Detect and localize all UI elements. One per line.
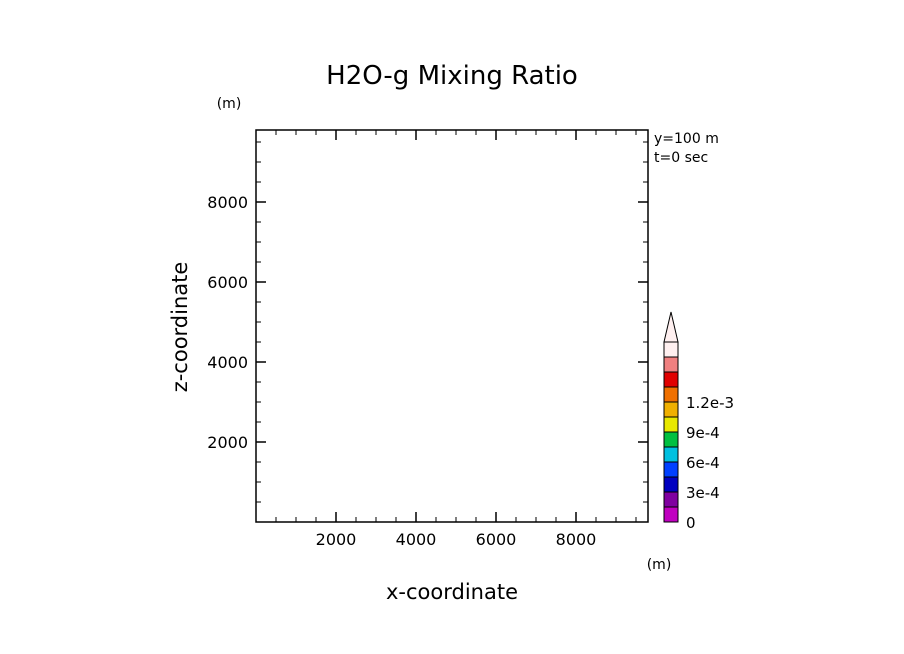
colorbar-label: 6e-4 xyxy=(686,454,720,472)
annotation-y-slice: y=100 m xyxy=(654,131,719,147)
colorbar: 0 3e-4 6e-4 9e-4 1.2e-3 xyxy=(663,311,734,532)
annotation-time: t=0 sec xyxy=(654,150,708,166)
chart-title: H2O-g Mixing Ratio xyxy=(326,61,578,91)
colorbar-segment xyxy=(663,401,679,418)
colorbar-segment xyxy=(663,386,679,403)
x-tick-label: 2000 xyxy=(316,530,357,549)
x-tick-label: 6000 xyxy=(476,530,517,549)
axis-tick-labels: 2000 4000 6000 8000 2000 4000 6000 8000 xyxy=(207,193,596,549)
colorbar-segment xyxy=(663,491,679,508)
colorbar-label: 1.2e-3 xyxy=(686,394,734,412)
y-tick-label: 2000 xyxy=(207,433,248,452)
y-unit-label: (m) xyxy=(217,96,242,112)
colorbar-segment xyxy=(663,461,679,478)
y-tick-label: 8000 xyxy=(207,193,248,212)
colorbar-label: 0 xyxy=(686,514,696,532)
plot-area xyxy=(255,129,649,523)
colorbar-segment xyxy=(663,506,679,523)
colorbar-segment xyxy=(663,431,679,448)
colorbar-label: 3e-4 xyxy=(686,484,720,502)
axis-ticks xyxy=(256,130,648,522)
y-axis-label: z-coordinate xyxy=(168,262,192,393)
x-unit-label: (m) xyxy=(647,557,672,573)
colorbar-segment xyxy=(663,416,679,433)
colorbar-extend-arrow xyxy=(663,311,679,343)
colorbar-segment xyxy=(663,341,679,358)
colorbar-label: 9e-4 xyxy=(686,424,720,442)
colorbar-segment xyxy=(663,476,679,493)
colorbar-segment xyxy=(663,356,679,373)
colorbar-segment xyxy=(663,371,679,388)
colorbar-segment xyxy=(663,446,679,463)
y-tick-label: 6000 xyxy=(207,273,248,292)
x-tick-label: 8000 xyxy=(556,530,597,549)
x-tick-label: 4000 xyxy=(396,530,437,549)
x-axis-label: x-coordinate xyxy=(386,580,518,604)
y-tick-label: 4000 xyxy=(207,353,248,372)
